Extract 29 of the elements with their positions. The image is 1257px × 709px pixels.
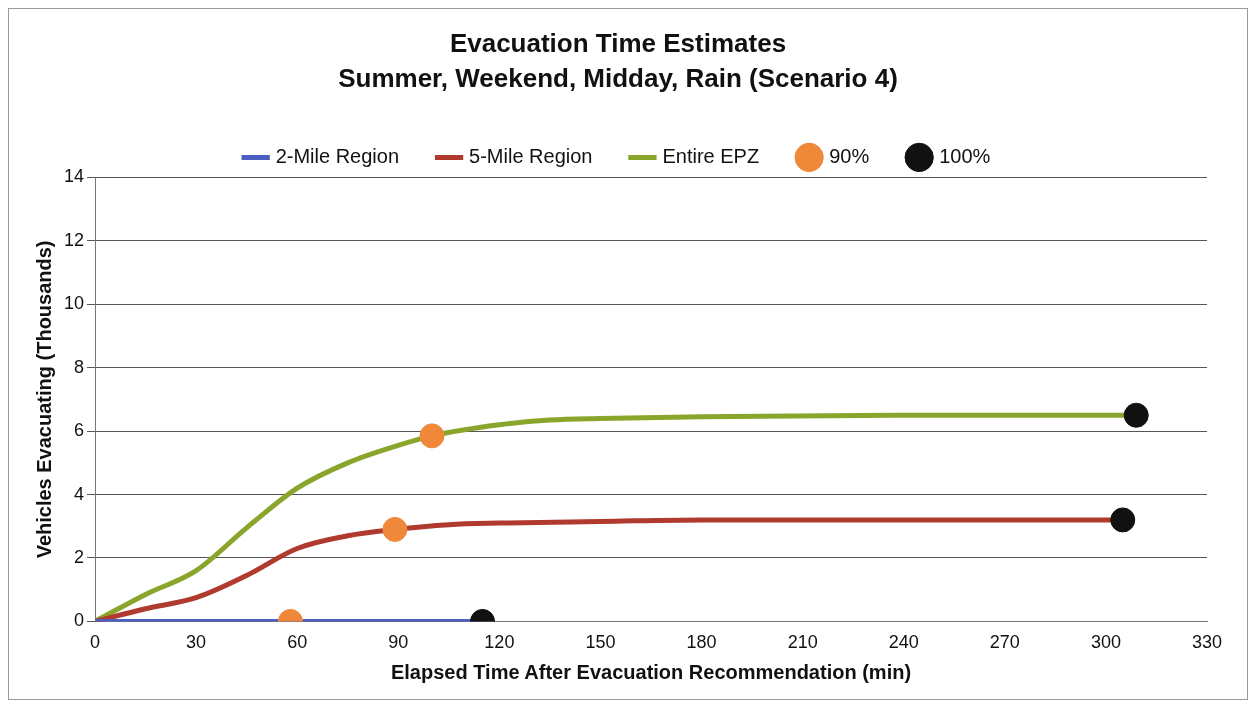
x-axis-title: Elapsed Time After Evacuation Recommendation (min) xyxy=(390,660,912,683)
x-tick-label: 0 xyxy=(90,632,101,653)
x-tick-label: 330 xyxy=(1191,632,1223,653)
legend-label: 100% xyxy=(939,144,991,167)
chart-subtitle: Summer, Weekend, Midday, Rain (Scenario 4) xyxy=(338,62,898,93)
y-tick-label: 10 xyxy=(63,293,85,314)
x-tick-label: 120 xyxy=(484,632,515,653)
y-tick-label: 0 xyxy=(74,610,85,631)
legend-label: 90% xyxy=(829,144,870,167)
legend-label: 5-Mile Region xyxy=(469,144,593,167)
legend-label: Entire EPZ xyxy=(662,144,760,167)
x-tick-label: 60 xyxy=(287,632,308,653)
y-tick-label: 6 xyxy=(74,420,85,441)
y-tick-label: 8 xyxy=(74,356,85,377)
chart-title: Evacuation Time Estimates xyxy=(449,27,787,58)
x-tick-label: 180 xyxy=(686,632,717,653)
y-tick-label: 2 xyxy=(74,546,85,567)
x-tick-label: 30 xyxy=(186,632,207,653)
x-tick-label: 90 xyxy=(388,632,409,653)
y-tick-label: 14 xyxy=(63,166,85,187)
x-tick-label: 270 xyxy=(989,632,1020,653)
y-axis-title: Vehicles Evacuating (Thousands) xyxy=(32,240,55,559)
y-tick-label: 12 xyxy=(63,229,85,250)
x-tick-label: 150 xyxy=(585,632,616,653)
legend-label: 2-Mile Region xyxy=(275,144,400,167)
x-tick-label: 240 xyxy=(888,632,919,653)
x-tick-label: 300 xyxy=(1090,632,1121,653)
y-tick-label: 4 xyxy=(74,483,85,504)
x-tick-label: 210 xyxy=(787,632,818,653)
